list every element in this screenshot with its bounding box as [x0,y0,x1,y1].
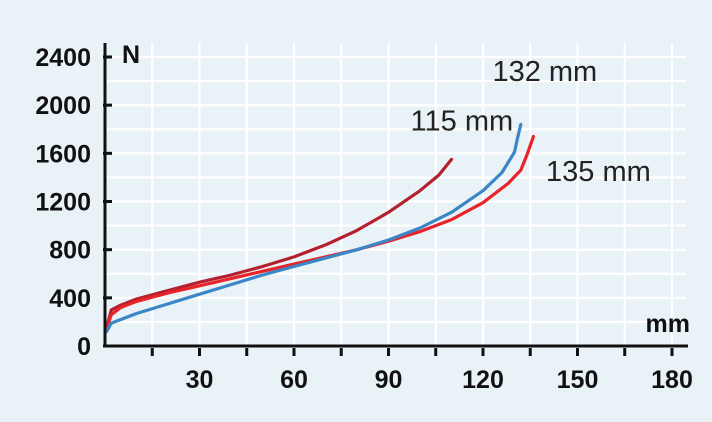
series-group [105,122,535,334]
series-line-1 [105,157,454,330]
x-axis-label: mm [646,310,690,338]
grid [105,43,686,346]
y-tick-label: 1600 [35,140,91,168]
y-axis-label: N [122,41,140,69]
series-line-3 [105,122,523,334]
y-tick-label: 1200 [35,189,91,217]
x-tick-label: 120 [462,366,504,394]
y-tick-label: 400 [49,285,91,313]
curve-annotation: 132 mm [492,56,597,88]
curve-annotation: 135 mm [546,156,651,188]
x-tick-label: 90 [375,366,403,394]
y-tick-label: 2400 [35,44,91,72]
y-tick-label: 800 [49,237,91,265]
curve-annotation: 115 mm [411,105,514,137]
axes [103,43,688,356]
x-tick-label: 30 [186,366,214,394]
series-line-2 [105,134,535,330]
x-tick-label: 60 [280,366,308,394]
x-tick-label: 180 [651,366,693,394]
y-tick-label: 2000 [35,92,91,120]
labels: 30 60 90 120 150 180 0 400 800 1200 1600 2000 2400 Nm… [35,41,692,394]
y-tick-label: 0 [77,333,91,361]
x-tick-label: 150 [557,366,599,394]
